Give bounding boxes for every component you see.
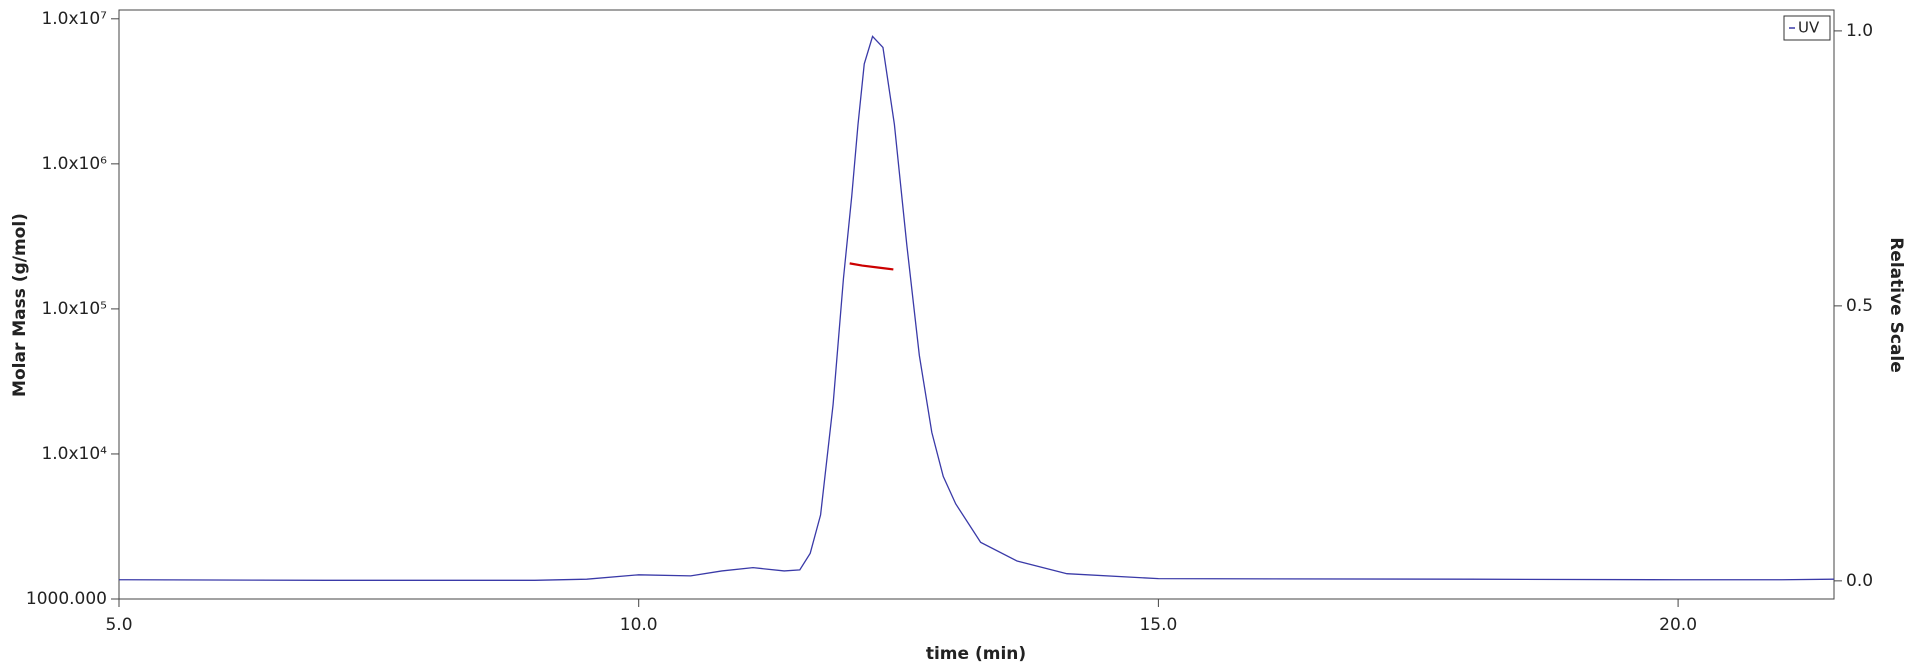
series-line (118, 35, 1835, 581)
y2-tick-label: 0.0 (1846, 571, 1873, 591)
y-tick-label: 1000.000 (26, 589, 107, 609)
y-tick-label: 1.0x10⁴ (41, 444, 107, 464)
y-tick-label: 1.0x10⁷ (41, 9, 107, 29)
series-line (849, 262, 894, 271)
legend-label: UV (1798, 19, 1820, 37)
plot-frame (118, 9, 1835, 600)
y-tick-label: 1.0x10⁵ (41, 299, 107, 319)
x-tick-label: 5.0 (105, 615, 132, 635)
x-tick-label: 10.0 (620, 615, 658, 635)
y2-tick-label: 1.0 (1846, 21, 1873, 41)
x-tick-label: 15.0 (1139, 615, 1177, 635)
x-tick-label: 20.0 (1659, 615, 1697, 635)
y2-axis-title: Relative Scale (1886, 237, 1906, 373)
y2-tick-label: 0.5 (1846, 296, 1873, 316)
x-axis-title: time (min) (926, 644, 1026, 664)
y-axis-title: Molar Mass (g/mol) (10, 213, 30, 397)
y-tick-label: 1.0x10⁶ (41, 154, 107, 174)
